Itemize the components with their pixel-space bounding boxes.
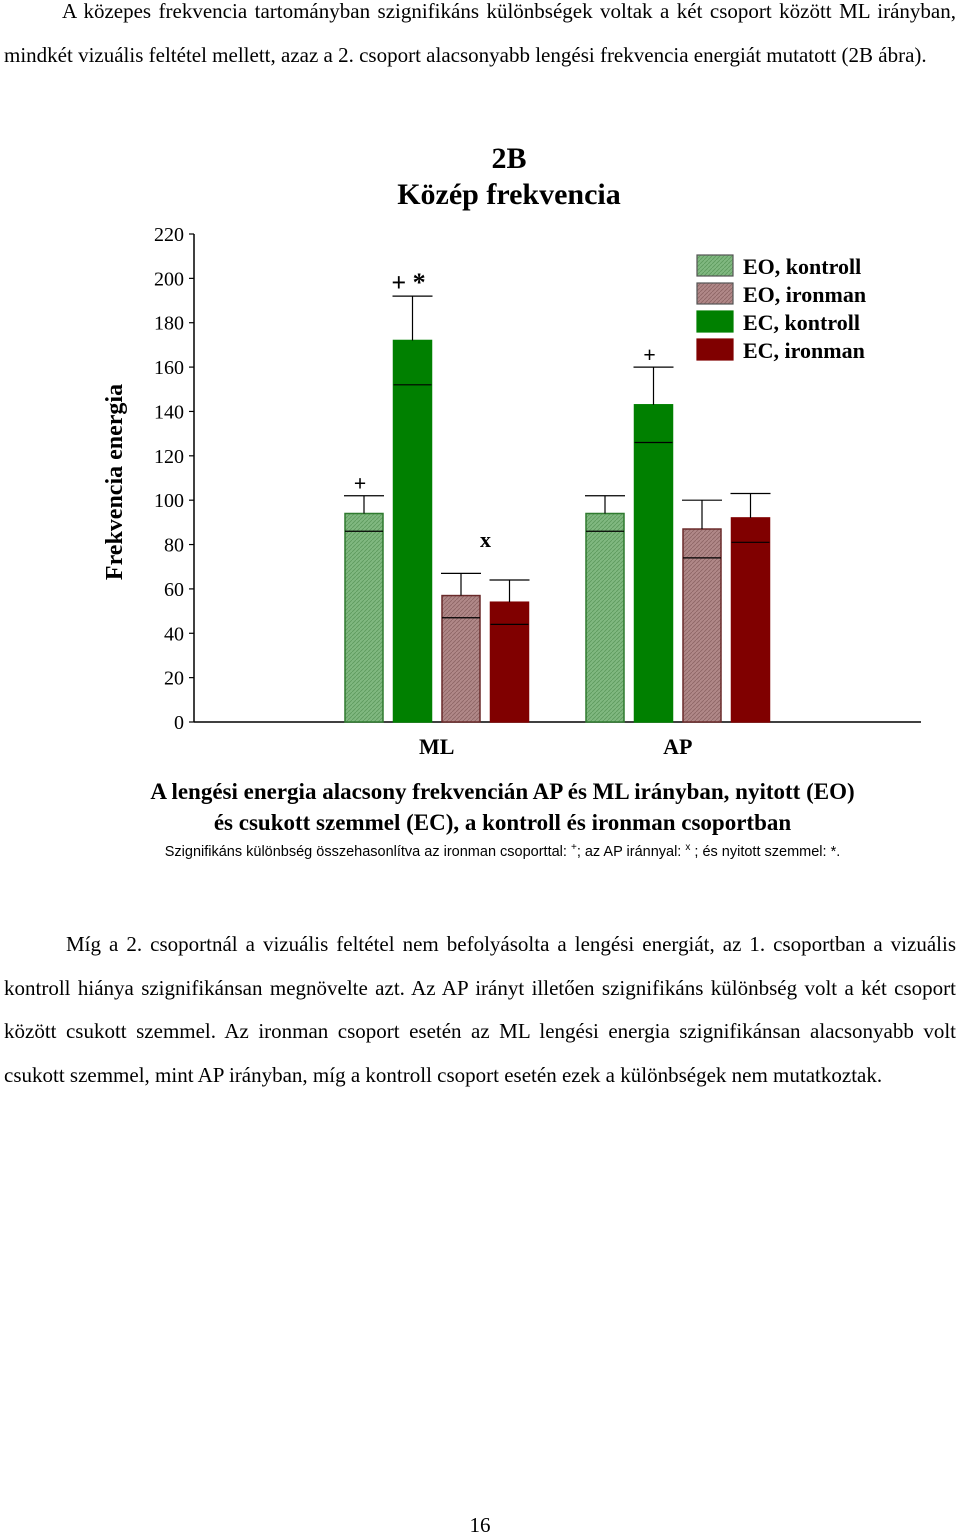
bar — [392, 339, 433, 723]
legend-swatch — [696, 338, 734, 361]
bar — [344, 512, 384, 723]
bar — [585, 512, 625, 723]
significance-marker: + * — [391, 268, 425, 297]
y-tick-label: 120 — [154, 446, 184, 468]
y-tick-label: 220 — [154, 224, 184, 246]
y-tick-label: 200 — [154, 268, 184, 290]
y-tick-label: 60 — [164, 579, 184, 601]
legend-label: EO, ironman — [743, 282, 866, 307]
body-paragraph: Míg a 2. csoportnál a vizuális feltétel … — [4, 932, 956, 1087]
caption-line-2: és csukott szemmel (EC), a kontroll és i… — [213, 810, 792, 835]
bars: ML + + * x AP + — [344, 268, 771, 759]
legend-label: EC, kontroll — [743, 310, 860, 335]
significance-marker: + — [354, 471, 367, 496]
bar — [633, 404, 674, 723]
caption-line-1: A lengési energia alacsony frekvencián A… — [150, 779, 855, 804]
bar — [682, 528, 722, 723]
note-sup-x: x — [685, 842, 691, 853]
x-category-label: ML — [419, 734, 454, 759]
y-axis-label: Frekvencia energia — [102, 384, 128, 580]
bar — [441, 594, 481, 723]
y-tick-label: 20 — [164, 668, 184, 690]
x-category-label: AP — [663, 734, 692, 759]
bar — [730, 517, 771, 723]
significance-marker: x — [480, 527, 491, 552]
legend-swatch — [696, 310, 734, 333]
chart-subtitle: Közép frekvencia — [397, 178, 621, 211]
y-tick-label: 160 — [154, 357, 184, 379]
y-tick-label: 0 — [174, 712, 184, 734]
y-tick-label: 40 — [164, 623, 184, 645]
legend-swatch — [696, 254, 734, 277]
bar — [489, 601, 530, 723]
legend-label: EC, ironman — [743, 338, 865, 363]
bar-chart: 2B Közép frekvencia Frekvencia energia 0… — [102, 142, 921, 759]
axes: 0 20 40 60 80 100 120 140 160 180 200 220 — [154, 224, 921, 734]
note-text-c: ; és nyitott szemmel: *. — [690, 843, 841, 860]
chart-title: 2B — [491, 142, 526, 175]
intro-paragraph: A közepes frekvencia tartományban szigni… — [4, 0, 956, 67]
y-tick-label: 180 — [154, 313, 184, 335]
note-sup-plus: + — [570, 842, 577, 853]
note-text-a: Szignifikáns különbség összehasonlítva a… — [164, 843, 571, 860]
y-tick-label: 80 — [164, 535, 184, 557]
y-tick-label: 140 — [154, 401, 184, 423]
page-number: 16 — [469, 1513, 491, 1537]
y-tick-label: 100 — [154, 490, 184, 512]
legend-label: EO, kontroll — [743, 254, 861, 279]
legend-swatch — [696, 282, 734, 305]
significance-note: Szignifikáns különbség összehasonlítva a… — [40, 842, 960, 860]
legend: EO, kontroll EO, ironman EC, kontroll EC, i… — [696, 254, 866, 363]
note-text-b: ; az AP iránnyal: — [576, 843, 686, 860]
significance-marker: + — [643, 342, 656, 367]
